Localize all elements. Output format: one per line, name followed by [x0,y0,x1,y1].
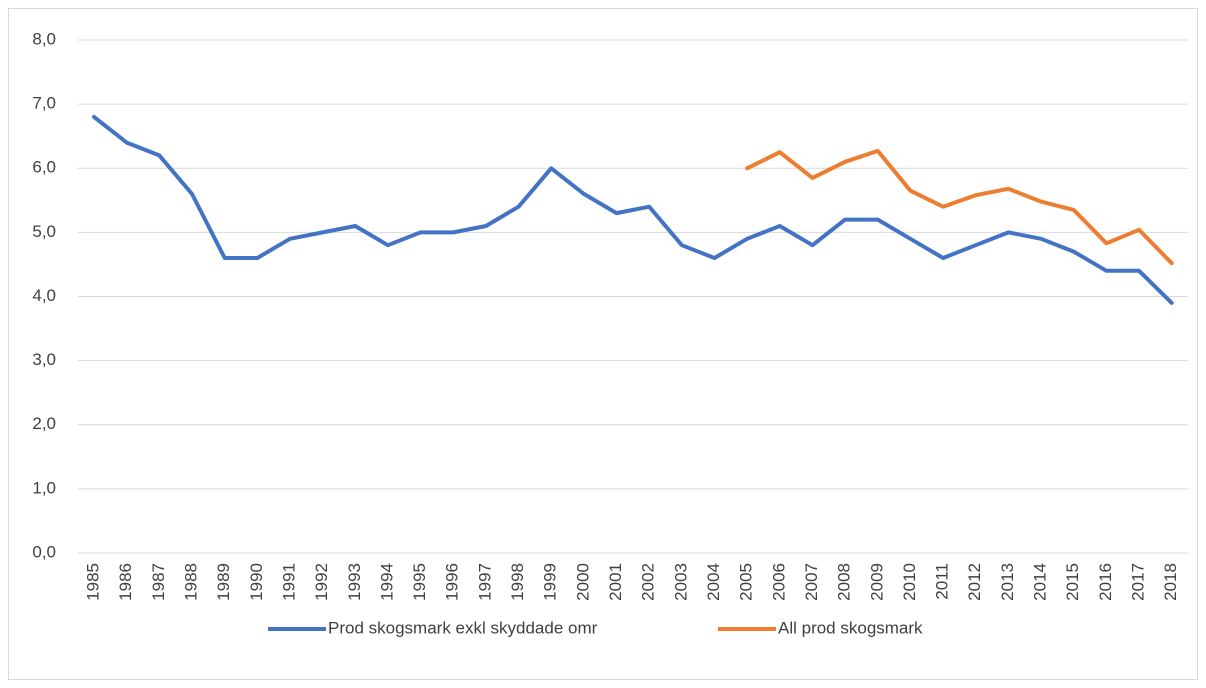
x-tick-label: 2017 [1129,563,1148,601]
y-tick-label: 5,0 [32,222,56,241]
x-tick-label: 1986 [116,563,135,601]
x-tick-label: 2018 [1161,563,1180,601]
x-tick-label: 1993 [345,563,364,601]
y-tick-label: 3,0 [32,350,56,369]
x-tick-label: 2011 [933,563,952,600]
x-tick-label: 2003 [671,563,690,601]
x-tick-label: 1985 [84,563,103,601]
y-tick-label: 4,0 [32,286,56,305]
y-tick-label: 6,0 [32,158,56,177]
x-tick-label: 2007 [802,563,821,601]
x-tick-label: 2002 [639,563,658,601]
x-tick-label: 1994 [377,563,396,601]
y-tick-label: 0,0 [32,542,56,561]
y-tick-label: 7,0 [32,94,56,113]
legend-label: Prod skogsmark exkl skyddade omr [328,618,598,637]
x-tick-label: 2012 [965,563,984,601]
x-tick-label: 2004 [704,563,723,601]
series-line [92,114,1174,305]
x-tick-label: 1995 [410,563,429,601]
x-tick-label: 2000 [573,563,592,601]
x-tick-label: 1987 [149,563,168,601]
x-tick-label: 2009 [867,563,886,601]
y-tick-label: 8,0 [32,29,56,48]
x-tick-label: 1997 [475,563,494,601]
x-tick-label: 2001 [606,563,625,601]
x-tick-label: 1991 [279,563,298,601]
x-tick-label: 2014 [1031,563,1050,601]
y-tick-label: 1,0 [32,478,56,497]
x-tick-label: 2005 [737,563,756,601]
x-tick-label: 1996 [443,563,462,601]
y-tick-label: 2,0 [32,414,56,433]
chart-border [8,8,1198,680]
series-line [745,148,1174,266]
x-tick-label: 2016 [1096,563,1115,601]
x-tick-label: 1992 [312,563,331,601]
x-tick-label: 2008 [835,563,854,601]
x-tick-label: 1999 [541,563,560,601]
x-tick-label: 2015 [1063,563,1082,601]
x-tick-label: 2013 [998,563,1017,601]
x-tick-label: 2006 [769,563,788,601]
x-tick-label: 1989 [214,563,233,601]
legend-label: All prod skogsmark [778,618,923,637]
x-tick-label: 2010 [900,563,919,601]
x-tick-label: 1988 [181,563,200,601]
x-tick-label: 1998 [508,563,527,601]
x-tick-label: 1990 [247,563,266,601]
